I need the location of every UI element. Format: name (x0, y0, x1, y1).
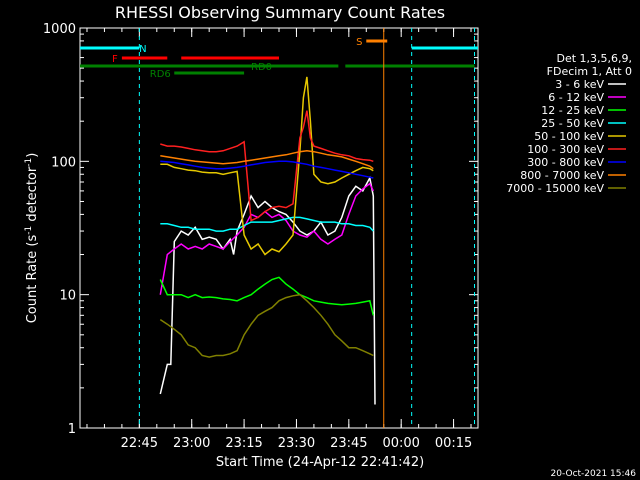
series-line-3 (160, 216, 374, 232)
y-axis: 1 10 100 1000 (43, 22, 478, 437)
legend-header: Det 1,3,5,6,9, (556, 52, 632, 65)
x-tick-label: 23:00 (173, 436, 210, 451)
y-tick-label: 10 (59, 289, 76, 304)
flag-label-rd6: RD6 (150, 69, 171, 80)
x-tick-label: 23:45 (330, 436, 367, 451)
legend-entry: 7000 - 15000 keV (506, 182, 604, 195)
legend-entry: 12 - 25 keV (541, 104, 604, 117)
chart-title: RHESSI Observing Summary Count Rates (115, 3, 445, 22)
x-tick-label: 23:30 (278, 436, 315, 451)
legend: Det 1,3,5,6,9,FDecim 1, Att 03 - 6 keV6 … (506, 52, 632, 195)
footer-date: 20-Oct-2021 15:46 (551, 469, 637, 479)
x-tick-label: 22:45 (121, 436, 158, 451)
series-line-1 (159, 182, 374, 295)
legend-entry: 100 - 300 keV (527, 143, 604, 156)
series-line-7 (160, 150, 374, 170)
y-tick-label: 1 (68, 422, 76, 437)
series-line-6 (160, 160, 374, 179)
y-axis-label: Count Rate (s-1 detector-1) (24, 153, 40, 324)
flag-label-rd0: RD0 (251, 62, 272, 73)
series-lines (159, 76, 376, 405)
x-tick-label: 23:15 (225, 436, 262, 451)
series-line-2 (159, 276, 375, 316)
x-tick-label: 00:00 (382, 436, 419, 451)
y-tick-label: 100 (51, 155, 76, 170)
series-line-4 (160, 76, 374, 256)
flag-label-s: S (356, 37, 362, 48)
x-axis-label: Start Time (24-Apr-12 22:41:42) (216, 455, 424, 470)
series-line-8 (159, 293, 374, 358)
legend-entry: 3 - 6 keV (555, 78, 604, 91)
x-axis: 22:45 23:00 23:15 23:30 23:45 00:00 00:15 (86, 28, 472, 451)
flag-label-n: N (139, 44, 146, 55)
status-flags: N F S RD0 RD6 (80, 28, 478, 428)
legend-entry: 300 - 800 keV (527, 156, 604, 169)
x-tick-label: 00:15 (435, 436, 472, 451)
legend-entry: 25 - 50 keV (541, 117, 604, 130)
series-line-5 (160, 110, 374, 222)
legend-header: FDecim 1, Att 0 (547, 65, 632, 78)
legend-entry: 800 - 7000 keV (520, 169, 604, 182)
series-line-0 (159, 175, 376, 405)
legend-entry: 6 - 12 keV (548, 91, 604, 104)
flag-label-f: F (112, 54, 118, 65)
y-tick-label: 1000 (43, 22, 76, 37)
legend-entry: 50 - 100 keV (534, 130, 604, 143)
